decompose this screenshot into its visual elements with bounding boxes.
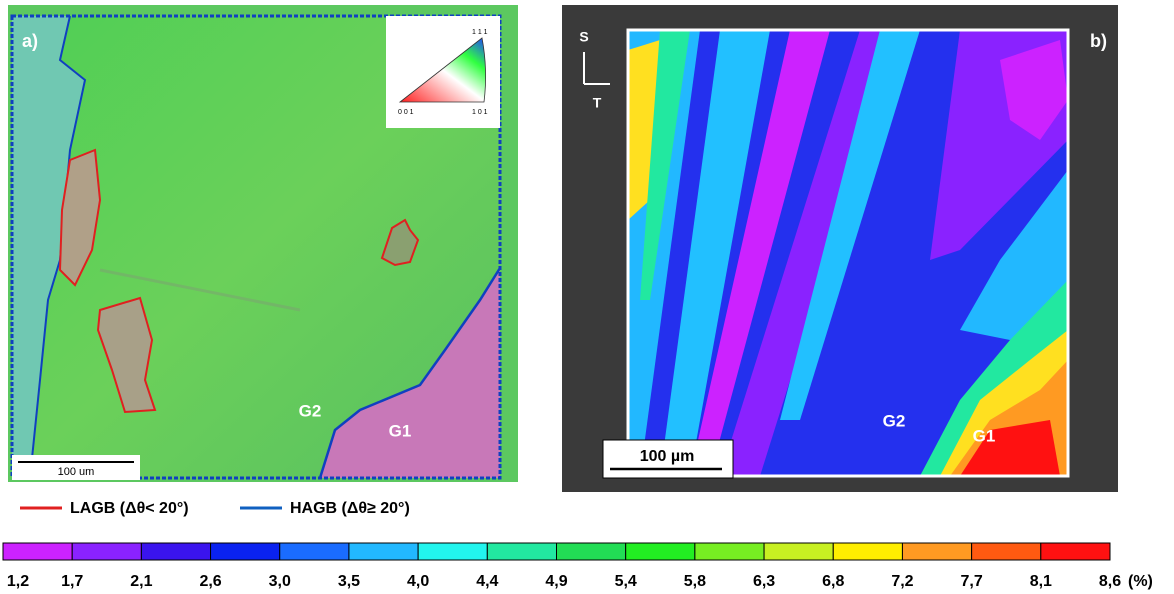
colorbar-label: 8,1 xyxy=(1030,573,1052,590)
panel-label: a) xyxy=(22,31,38,51)
colorbar-label: 6,8 xyxy=(822,573,844,590)
colorbar-segment xyxy=(763,542,834,561)
colorbar-segment xyxy=(694,542,765,561)
grain-label: G1 xyxy=(389,421,412,440)
strain-band xyxy=(628,40,660,220)
legend-label: HAGB (Δθ≥ 20°) xyxy=(290,500,410,517)
legend-label: LAGB (Δθ< 20°) xyxy=(70,500,189,517)
colorbar-segment xyxy=(625,542,696,561)
colorbar-segment xyxy=(279,542,350,561)
colorbar-label: 6,3 xyxy=(753,573,775,590)
colorbar-label: 7,2 xyxy=(891,573,913,590)
colorbar-label: 2,1 xyxy=(130,573,152,590)
grain-g1 xyxy=(320,268,500,478)
colorbar-segment xyxy=(556,542,627,561)
colorbar-label: 3,5 xyxy=(338,573,360,590)
colorbar-label: 4,0 xyxy=(407,573,429,590)
scale-bar-label: 100 µm xyxy=(640,448,695,465)
grain-label: G2 xyxy=(883,411,906,430)
ipf-corner-label: 1 0 1 xyxy=(472,109,488,116)
lagb-outline xyxy=(58,148,102,287)
colorbar: 1,2 1,7 2,1 2,6 3,0 3,5 4,0 4,4 4,9 5,4 5,8 6,3 6,8 7… xyxy=(2,542,1153,590)
panel-b: b) G2 G1 S T 100 µm xyxy=(562,5,1118,492)
scale-bar-label: 100 um xyxy=(58,466,95,478)
strain-band xyxy=(960,420,1060,476)
grain-label: G2 xyxy=(299,401,322,420)
colorbar-segment xyxy=(2,542,73,561)
strain-band xyxy=(690,30,830,476)
colorbar-segment xyxy=(486,542,557,561)
colorbar-label: 1,2 xyxy=(7,573,29,590)
boundary-legend: LAGB (Δθ< 20°) HAGB (Δθ≥ 20°) xyxy=(20,500,410,517)
lagb-outline xyxy=(96,296,157,414)
grain-label: G1 xyxy=(973,426,996,445)
strain-band xyxy=(1000,40,1068,140)
map-border xyxy=(626,28,1070,478)
hagb-line xyxy=(318,267,500,478)
colorbar-label: 8,6 xyxy=(1099,573,1121,590)
scale-bar-box xyxy=(602,439,734,479)
ipf-corner-label: 0 0 1 xyxy=(398,109,414,116)
colorbar-segment xyxy=(140,542,212,561)
colorbar-segment xyxy=(901,542,973,561)
colorbar-label: 1,7 xyxy=(61,573,83,590)
colorbar-label: 4,4 xyxy=(476,573,498,590)
colorbar-label: 4,9 xyxy=(545,573,567,590)
strain-band xyxy=(960,170,1068,340)
colorbar-segment xyxy=(971,542,1042,561)
scratch xyxy=(99,268,301,312)
colorbar-unit: (%) xyxy=(1128,573,1153,590)
colorbar-label: 5,8 xyxy=(684,573,706,590)
colorbar-segment xyxy=(832,542,903,561)
panel-label: b) xyxy=(1090,31,1107,51)
strain-band xyxy=(660,30,770,476)
colorbar-label: 2,6 xyxy=(199,573,221,590)
axis-label: T xyxy=(593,95,602,111)
colorbar-segment xyxy=(417,542,488,561)
panel-a: a) G2 G1 100 um 0 0 1 1 0 1 1 1 1 xyxy=(8,5,518,482)
grain-cyan xyxy=(12,16,85,478)
colorbar-segment xyxy=(210,542,281,561)
ipf-triangle xyxy=(398,37,486,103)
scale-bar-box xyxy=(12,455,140,480)
colorbar-label: 3,0 xyxy=(269,573,291,590)
lagb-outline xyxy=(380,218,420,267)
strain-band xyxy=(780,30,920,420)
colorbar-segment xyxy=(1040,542,1111,561)
colorbar-segment xyxy=(348,542,419,561)
colorbar-segment xyxy=(71,542,142,561)
strain-band xyxy=(640,30,690,300)
ipf-corner-label: 1 1 1 xyxy=(472,29,488,36)
map-border xyxy=(10,14,502,480)
axis-label: S xyxy=(579,29,588,45)
colorbar-label: 5,4 xyxy=(615,573,637,590)
colorbar-label: 7,7 xyxy=(961,573,983,590)
